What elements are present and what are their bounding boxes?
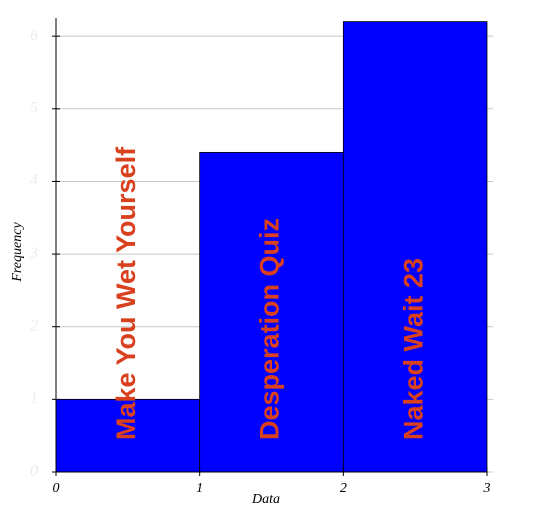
y-tick-label: 6 bbox=[30, 27, 38, 44]
x-tick-label: 0 bbox=[53, 481, 60, 496]
y-tick-label: 2 bbox=[30, 317, 38, 334]
bar bbox=[199, 151, 344, 473]
y-tick-label: 4 bbox=[30, 172, 38, 189]
bar-label: Naked Wait 23 bbox=[398, 258, 428, 440]
x-axis-label: Data bbox=[251, 492, 280, 507]
x-tick-label: 3 bbox=[483, 481, 491, 496]
bar-label: Desperation Quiz bbox=[255, 218, 285, 440]
y-axis-label: Frequency bbox=[10, 222, 25, 283]
bar bbox=[342, 21, 488, 473]
y-tick-label: 1 bbox=[30, 390, 38, 407]
y-tick-label: 3 bbox=[29, 245, 38, 262]
y-tick-label: 0 bbox=[30, 463, 38, 480]
bar-label: Make You Wet Yourself bbox=[111, 146, 141, 440]
x-tick-label: 1 bbox=[196, 481, 203, 496]
x-tick-label: 2 bbox=[340, 481, 347, 496]
y-tick-label: 5 bbox=[30, 99, 38, 116]
